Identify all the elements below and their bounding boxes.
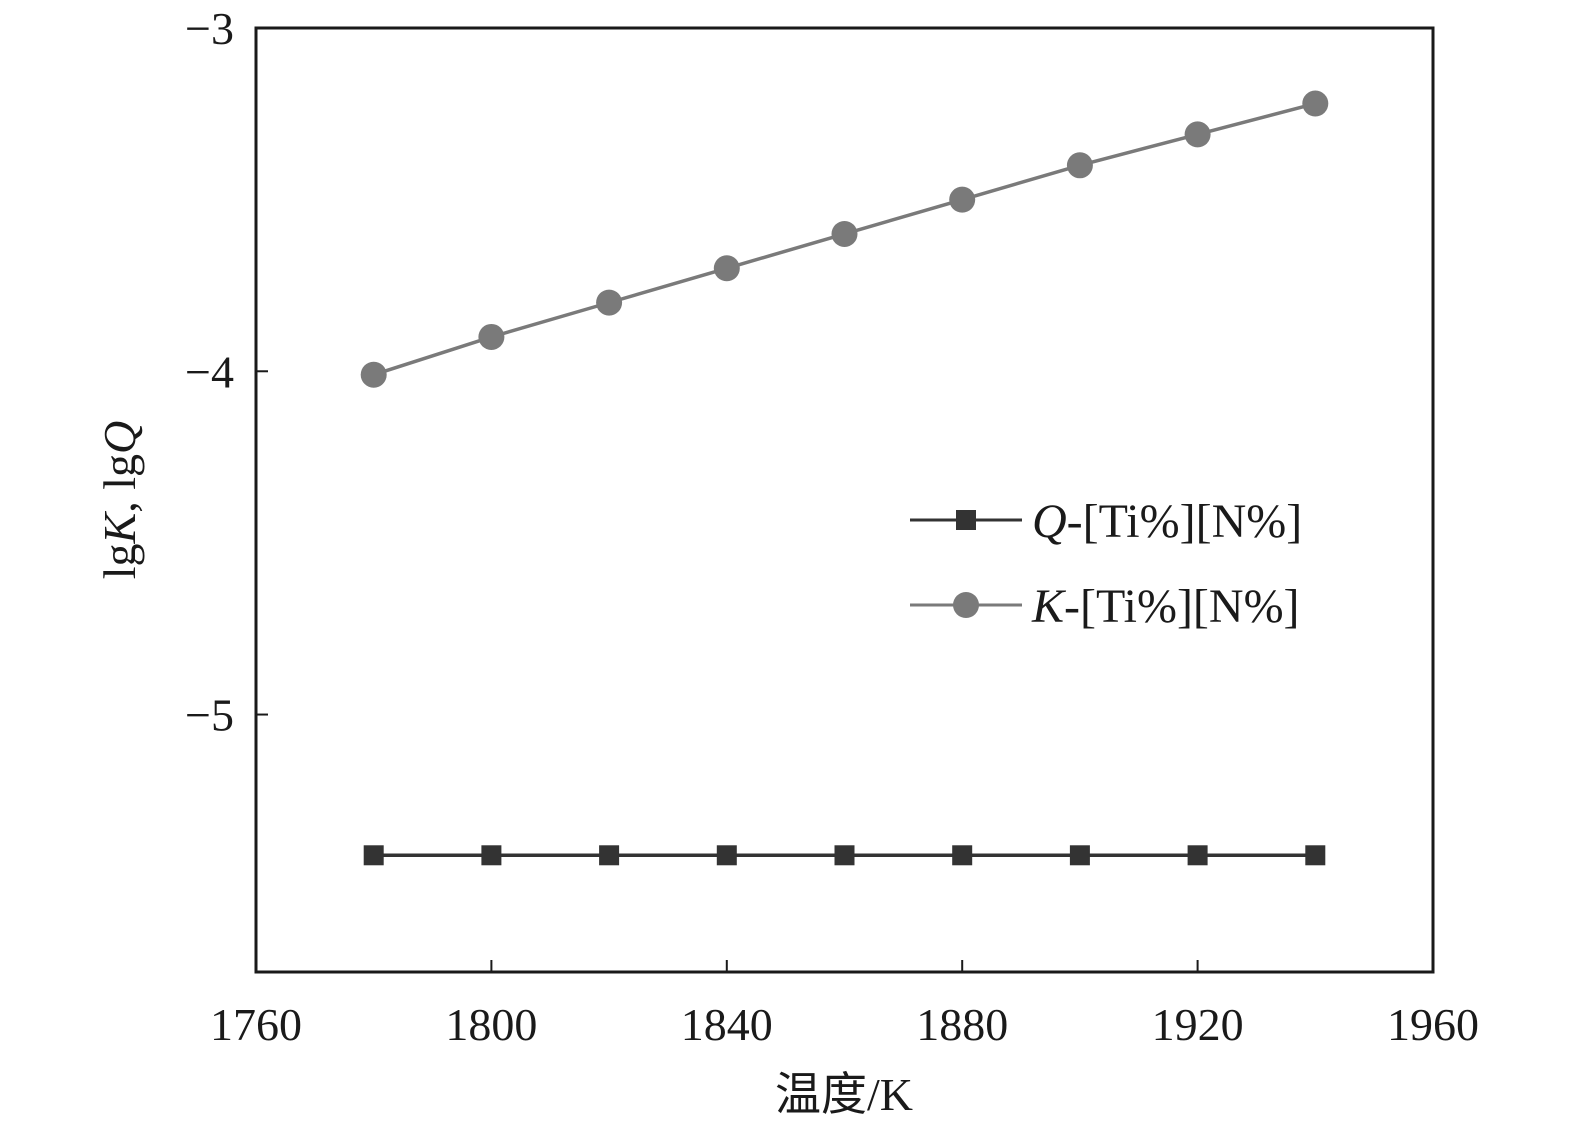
series-k-point — [596, 289, 623, 316]
x-axis-ticks: 1760 1800 1840 1880 1920 1960 — [210, 960, 1479, 1050]
y-axis-ticks: −3 −4 −5 — [185, 3, 268, 741]
legend-marker-q — [956, 510, 976, 530]
legend-label-q: Q-[Ti%][N%] — [1032, 495, 1302, 548]
plot-frame — [254, 26, 1435, 974]
series-k-point — [949, 186, 976, 213]
legend-label-q-suffix: -[Ti%][N%] — [1067, 495, 1303, 548]
series-q-point — [1069, 845, 1090, 866]
y-axis-title-part: Q — [94, 421, 145, 454]
series-k-point — [831, 220, 858, 247]
legend: Q-[Ti%][N%] K-[Ti%][N%] — [910, 495, 1302, 633]
legend-label-k: K-[Ti%][N%] — [1031, 580, 1300, 633]
x-tick-label: 1840 — [681, 999, 773, 1050]
x-axis-title: 温度/K — [775, 1069, 913, 1120]
x-tick-label: 1960 — [1387, 999, 1479, 1050]
x-tick-label: 1920 — [1152, 999, 1244, 1050]
y-tick-label: −5 — [185, 690, 234, 741]
series-k-point — [1066, 152, 1093, 179]
series-q-point — [363, 845, 384, 866]
series-q-point — [952, 845, 973, 866]
series-k-point — [1184, 121, 1211, 148]
x-tick-label: 1800 — [445, 999, 537, 1050]
x-tick-label: 1880 — [916, 999, 1008, 1050]
y-tick-label: −4 — [185, 346, 234, 397]
legend-marker-k — [953, 592, 979, 618]
y-axis-title-part: K — [94, 510, 145, 544]
series-q-point — [481, 845, 502, 866]
series-layer — [360, 90, 1329, 866]
y-axis-title-part: lg — [94, 543, 145, 579]
x-tick-label: 1760 — [210, 999, 302, 1050]
y-axis-title: lgK, lgQ — [94, 421, 145, 579]
series-q-point — [1305, 845, 1326, 866]
series-q-point — [1187, 845, 1208, 866]
series-q-point — [599, 845, 620, 866]
legend-label-q-prefix: Q — [1032, 495, 1067, 548]
legend-label-k-prefix: K — [1031, 580, 1067, 633]
series-q-point — [834, 845, 855, 866]
series-k-point — [478, 323, 505, 350]
series-k-point — [713, 255, 740, 282]
legend-label-k-suffix: -[Ti%][N%] — [1064, 580, 1300, 633]
series-q-point — [716, 845, 737, 866]
series-k-point — [1302, 90, 1329, 117]
series-k-point — [360, 361, 387, 388]
y-tick-label: −3 — [185, 3, 234, 54]
y-axis-title-part: , lg — [94, 454, 145, 513]
